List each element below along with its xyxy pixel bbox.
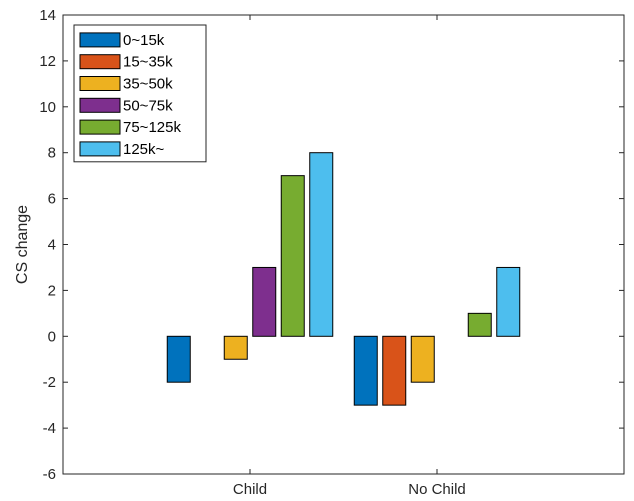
legend-swatch-15~35k	[79, 54, 121, 70]
legend-label-75~125k: 75~125k	[123, 119, 181, 136]
bar-0~15k-Child	[166, 335, 191, 383]
legend-swatch-50~75k	[79, 97, 121, 113]
y-axis-label: CS change	[14, 205, 31, 284]
y-tick-label: 4	[48, 237, 56, 254]
bar-15~35k-No Child	[382, 335, 407, 406]
bar-0~15k-No Child	[353, 335, 378, 406]
x-tick-label: Child	[233, 481, 267, 498]
bar-50~75k-Child	[252, 266, 277, 337]
y-tick-label: 14	[39, 7, 56, 24]
y-tick-label: 10	[39, 99, 56, 116]
bars-layer	[166, 152, 521, 406]
y-tick-label: -6	[43, 466, 56, 483]
legend-swatch-75~125k	[79, 119, 121, 135]
legend-swatch-35~50k	[79, 76, 121, 91]
legend-swatch-125k~	[79, 141, 121, 157]
y-tick-label: 12	[39, 53, 56, 70]
y-tick-label: -4	[43, 420, 56, 437]
legend-label-0~15k: 0~15k	[123, 32, 165, 49]
legend-box	[73, 24, 207, 163]
bar-35~50k-No Child	[410, 335, 435, 383]
legend: 0~15k 15~35k 35~50k 50~75k 75~125k 125k~	[73, 24, 207, 163]
legend-label-50~75k: 50~75k	[123, 97, 173, 114]
y-tick-label: -2	[43, 374, 56, 391]
bar-75~125k-Child	[280, 175, 305, 337]
y-tick-label: 2	[48, 282, 56, 299]
y-axis-ticks: -6 -4 -2 0 2 4 6 8 10 12 14	[39, 7, 624, 483]
bar-125k~-No Child	[496, 266, 521, 337]
bar-125k~-Child	[309, 152, 334, 337]
y-tick-label: 8	[48, 145, 56, 162]
bar-75~125k-No Child	[467, 312, 492, 337]
x-axis-ticks: Child No Child	[233, 15, 466, 498]
legend-label-125k~: 125k~	[123, 141, 165, 158]
y-tick-label: 6	[48, 191, 56, 208]
legend-swatch-0~15k	[79, 32, 121, 48]
y-tick-label: 0	[48, 328, 56, 345]
legend-label-35~50k: 35~50k	[123, 76, 173, 93]
bar-35~50k-Child	[223, 335, 248, 360]
legend-label-15~35k: 15~35k	[123, 54, 173, 71]
x-tick-label: No Child	[408, 481, 466, 498]
